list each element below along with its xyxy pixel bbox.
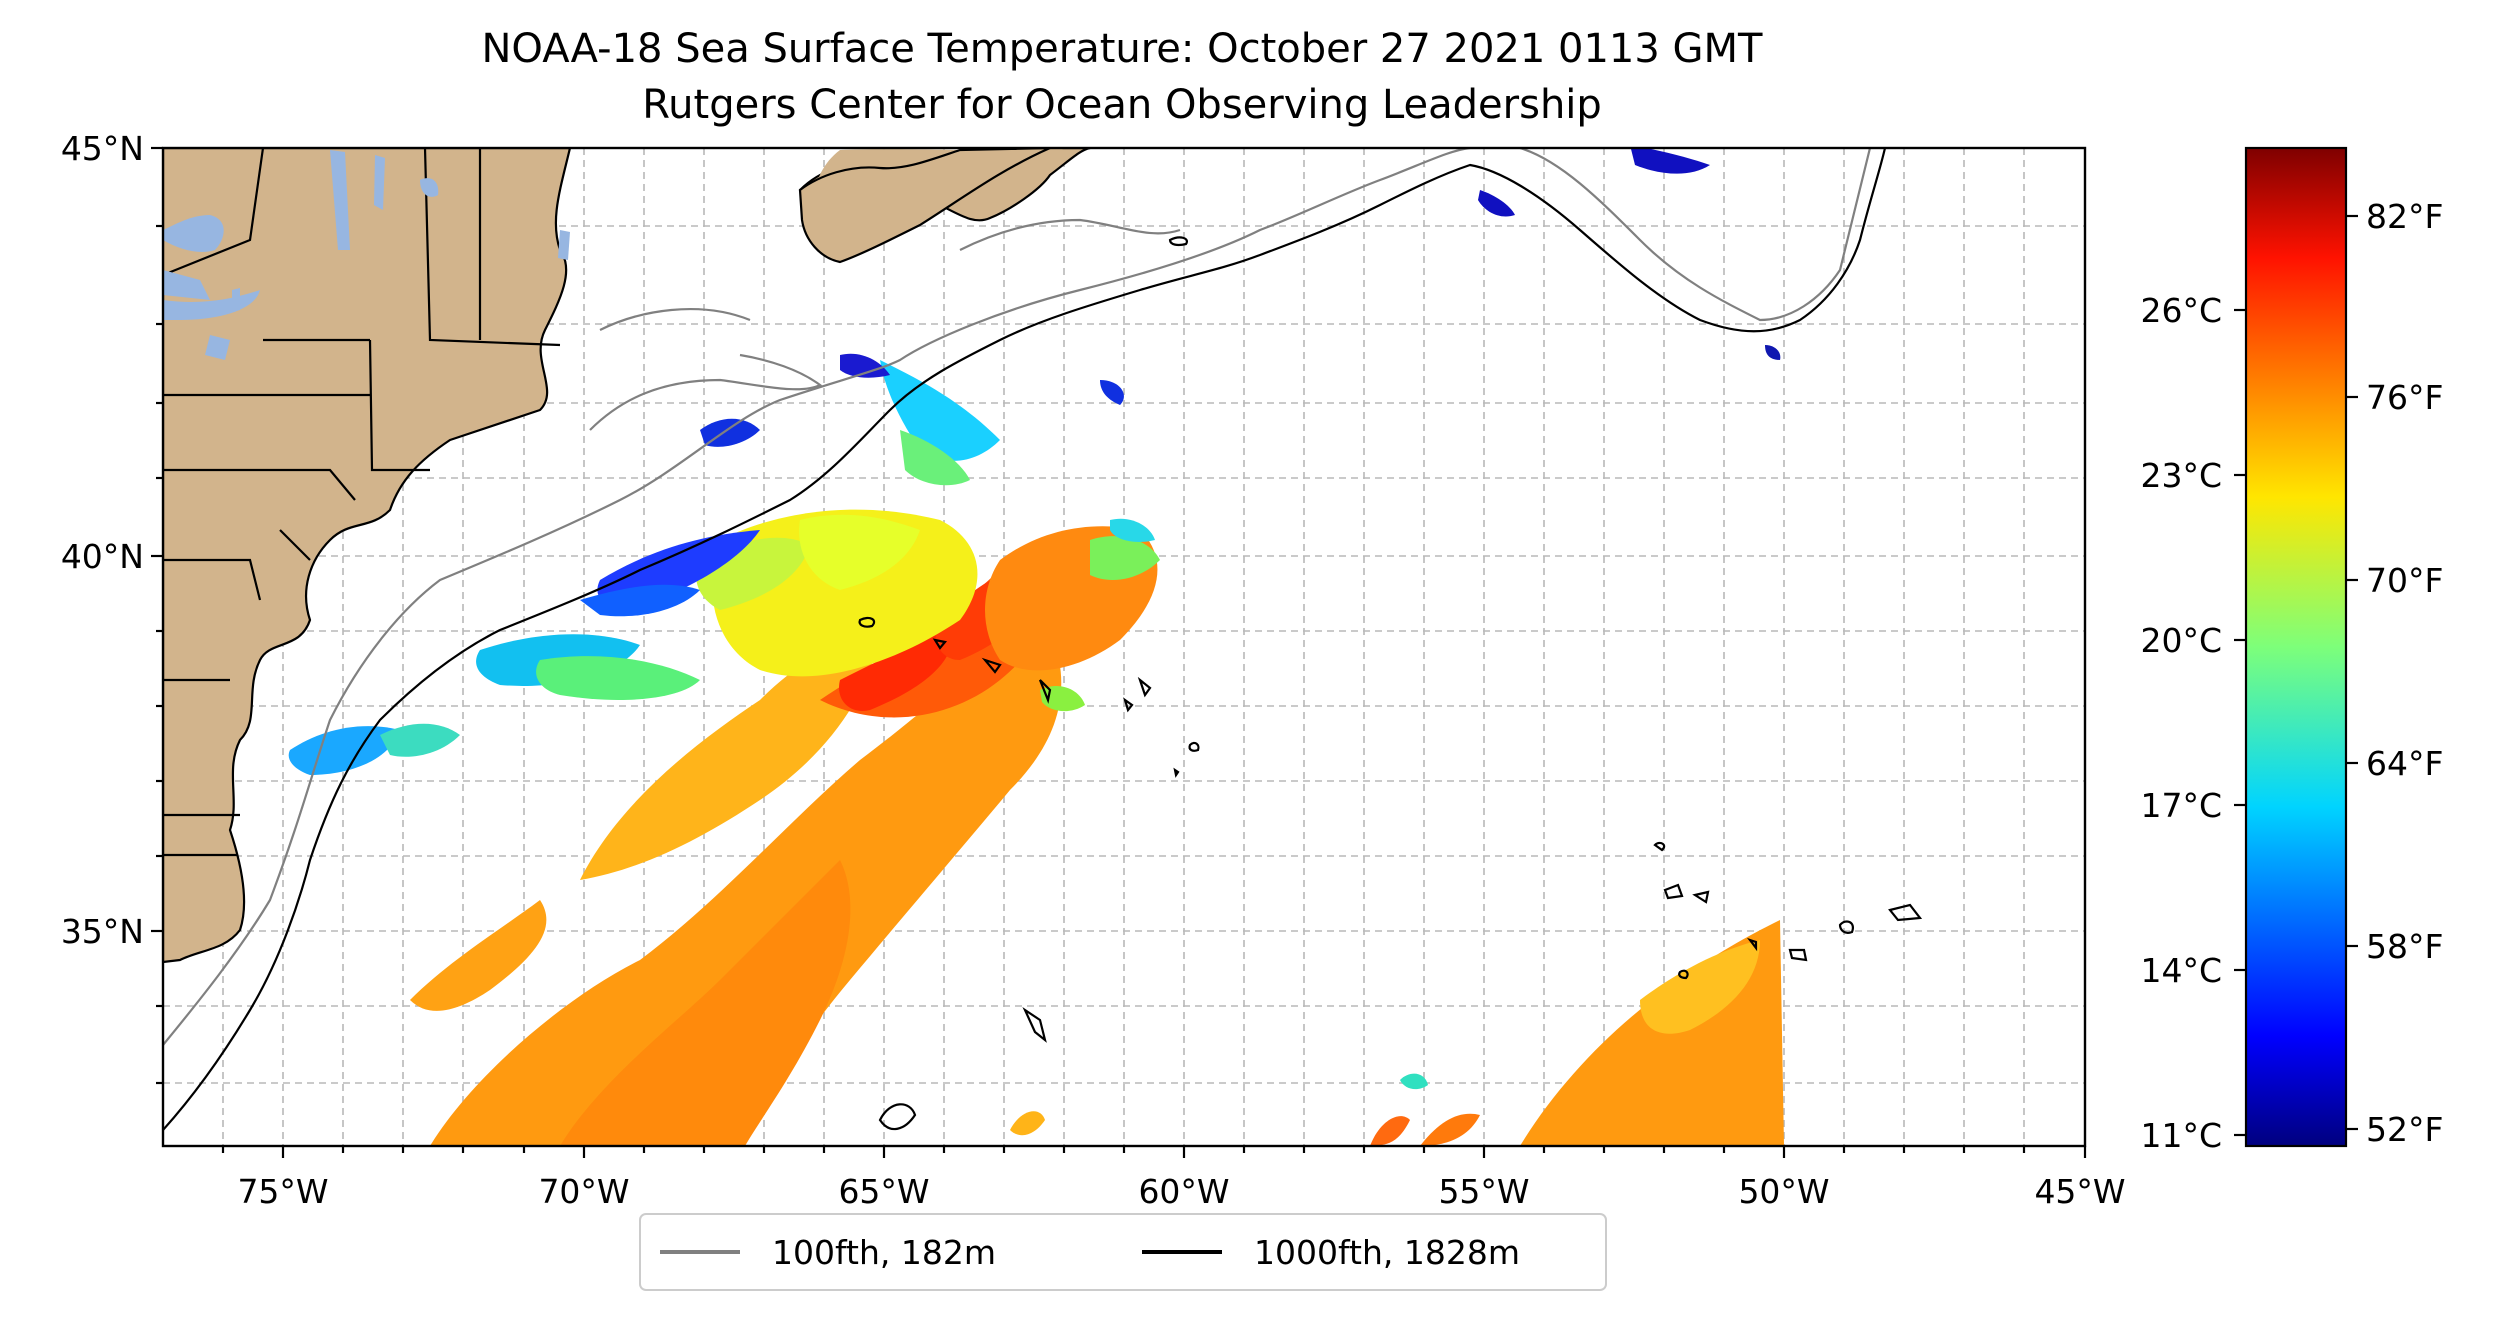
y-tick-label: 45°N bbox=[61, 129, 144, 168]
y-tick-labels: 35°N 40°N 45°N bbox=[61, 129, 144, 951]
x-tick-label: 70°W bbox=[538, 1172, 629, 1211]
legend-label-100fth: 100fth, 182m bbox=[772, 1233, 996, 1272]
x-tick-label: 45°W bbox=[2034, 1172, 2125, 1211]
colorbar-gradient bbox=[2244, 146, 2348, 1148]
islands bbox=[858, 148, 1923, 1131]
isobath-1000fth bbox=[163, 148, 1887, 1131]
isobath-legend: 100fth, 182m 1000fth, 1828m bbox=[639, 1213, 1607, 1291]
isobath-100fth bbox=[163, 148, 1872, 1046]
colorbar-fahrenheit-label: 64°F bbox=[2366, 744, 2443, 783]
colorbar-fahrenheit-label: 58°F bbox=[2366, 927, 2443, 966]
x-tick-label: 60°W bbox=[1138, 1172, 1229, 1211]
colorbar-celsius-label: 17°C bbox=[2140, 786, 2222, 825]
title-line-2: Rutgers Center for Ocean Observing Leade… bbox=[642, 82, 1602, 128]
map-panel bbox=[163, 148, 2085, 1146]
state-borders bbox=[163, 148, 561, 857]
legend-label-1000fth: 1000fth, 1828m bbox=[1254, 1233, 1520, 1272]
colorbar-celsius-label: 14°C bbox=[2140, 951, 2222, 990]
x-tick-label: 65°W bbox=[838, 1172, 929, 1211]
y-tick-label: 40°N bbox=[61, 537, 144, 576]
colorbar-fahrenheit-label: 76°F bbox=[2366, 378, 2443, 417]
title-line-1: NOAA-18 Sea Surface Temperature: October… bbox=[482, 26, 1764, 72]
x-tick-labels: 75°W 70°W 65°W 60°W 55°W 50°W 45°W bbox=[237, 1172, 2125, 1211]
lakes bbox=[163, 150, 570, 360]
colorbar-fahrenheit-label: 82°F bbox=[2366, 197, 2443, 236]
nova-scotia bbox=[798, 148, 1051, 264]
colorbar: 26°C 23°C 20°C 17°C 14°C 11°C 82°F 76°F … bbox=[2140, 146, 2443, 1155]
x-tick-label: 50°W bbox=[1738, 1172, 1829, 1211]
isobath-100fth-gulf bbox=[589, 218, 1181, 431]
x-axis bbox=[221, 1146, 2087, 1158]
colorbar-celsius-label: 11°C bbox=[2140, 1116, 2222, 1155]
colorbar-celsius-label: 20°C bbox=[2140, 621, 2222, 660]
y-axis bbox=[151, 146, 163, 1085]
x-tick-label: 55°W bbox=[1438, 1172, 1529, 1211]
sst-swaths bbox=[288, 148, 1784, 1146]
colorbar-celsius-label: 23°C bbox=[2140, 456, 2222, 495]
colorbar-fahrenheit-label: 70°F bbox=[2366, 561, 2443, 600]
y-tick-label: 35°N bbox=[61, 912, 144, 951]
colorbar-fahrenheit-label: 52°F bbox=[2366, 1110, 2443, 1149]
x-tick-label: 75°W bbox=[237, 1172, 328, 1211]
colorbar-celsius-label: 26°C bbox=[2140, 291, 2222, 330]
